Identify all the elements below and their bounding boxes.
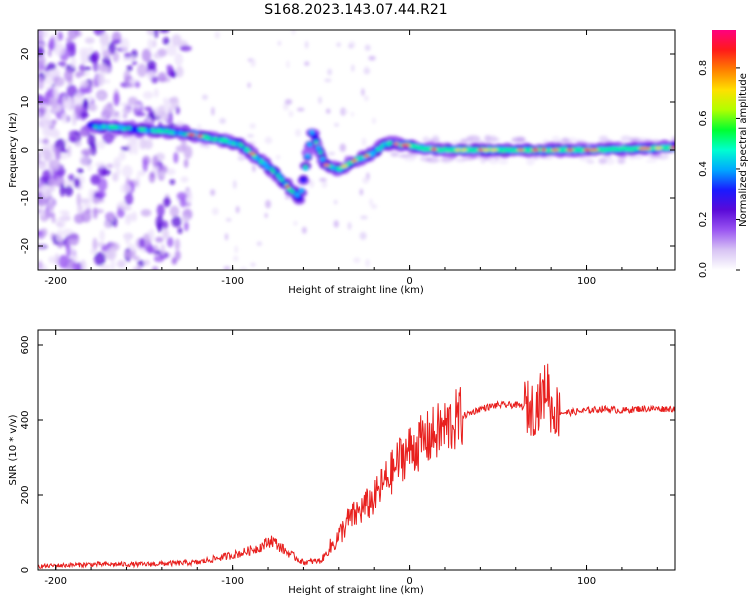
spectrogram-heatmap <box>38 30 675 270</box>
spectrogram-ytick-label: 10 <box>20 96 31 109</box>
colorbar-tick-label: 0.4 <box>698 161 709 177</box>
snr-panel: -200 -100 0 100 0 200 400 600 Height of straigh… <box>8 329 676 596</box>
snr-ytick-label: 200 <box>20 485 31 504</box>
colorbar-tick-label: 0.0 <box>698 262 709 278</box>
snr-xtick-label: -200 <box>44 576 67 587</box>
spectrogram-ytick-label: -10 <box>20 190 31 206</box>
colorbar-tick-label: 0.6 <box>698 110 709 126</box>
spectrogram-ytick-label: 0 <box>20 147 31 153</box>
snr-xlabel: Height of straight line (km) <box>288 585 424 596</box>
spectrogram-xlabel: Height of straight line (km) <box>288 285 424 296</box>
figure-title: S168.2023.143.07.44.R21 <box>264 2 447 18</box>
colorbar-gradient <box>712 30 736 270</box>
snr-ytick-label: 600 <box>20 335 31 354</box>
snr-series-line <box>38 363 675 570</box>
spectrogram-xtick-label: -100 <box>221 276 244 287</box>
spectrogram-ytick-label: 20 <box>20 48 31 61</box>
snr-ytick-label: 0 <box>20 567 31 573</box>
spectrogram-ytick-label: -20 <box>20 238 31 254</box>
snr-ylabel: SNR (10 * v/v) <box>8 414 19 485</box>
snr-xtick-label: -100 <box>221 576 244 587</box>
spectrogram-xtick-label: -200 <box>44 276 67 287</box>
snr-ticks: -200 -100 0 100 0 200 400 600 <box>20 330 675 587</box>
spectrogram-xtick-label: 100 <box>577 276 596 287</box>
spectrogram-signal <box>85 118 675 205</box>
snr-xtick-label: 0 <box>406 576 412 587</box>
colorbar-tick-label: 0.8 <box>698 60 709 76</box>
colorbar: 0.0 0.2 0.4 0.6 0.8 Normalized spectral ampl… <box>698 30 749 278</box>
snr-frame <box>37 329 676 571</box>
spectrogram-xtick-label: 0 <box>406 276 412 287</box>
colorbar-tick-label: 0.2 <box>698 212 709 228</box>
colorbar-label: Normalized spectral amplitude <box>738 73 749 227</box>
snr-ytick-label: 400 <box>20 410 31 429</box>
spectrogram-ylabel: Frequency (Hz) <box>8 112 19 188</box>
colorbar-ticks: 0.0 0.2 0.4 0.6 0.8 <box>698 60 740 278</box>
snr-xtick-label: 100 <box>577 576 596 587</box>
